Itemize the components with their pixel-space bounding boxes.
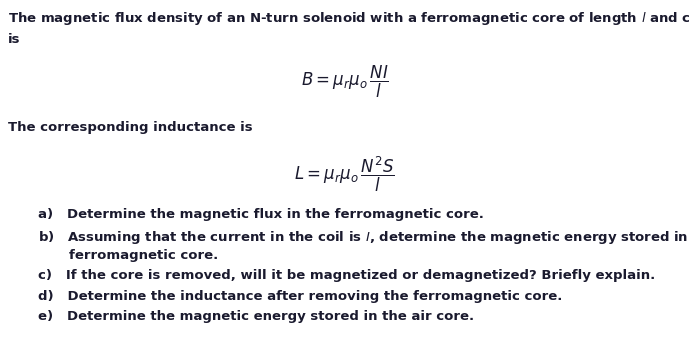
Text: is: is bbox=[8, 33, 21, 46]
Text: d)   Determine the inductance after removing the ferromagnetic core.: d) Determine the inductance after removi… bbox=[38, 290, 562, 303]
Text: The corresponding inductance is: The corresponding inductance is bbox=[8, 121, 253, 134]
Text: c)   If the core is removed, will it be magnetized or demagnetized? Briefly expl: c) If the core is removed, will it be ma… bbox=[38, 269, 655, 282]
Text: $L = \mu_r\mu_o\,\dfrac{N^2S}{l}$: $L = \mu_r\mu_o\,\dfrac{N^2S}{l}$ bbox=[294, 154, 395, 194]
Text: ferromagnetic core.: ferromagnetic core. bbox=[69, 249, 218, 262]
Text: $B = \mu_r\mu_o\,\dfrac{NI}{l}$: $B = \mu_r\mu_o\,\dfrac{NI}{l}$ bbox=[300, 64, 389, 100]
Text: The magnetic flux density of an N-turn solenoid with a ferromagnetic core of len: The magnetic flux density of an N-turn s… bbox=[8, 10, 689, 27]
Text: b)   Assuming that the current in the coil is $\it{I}$, determine the magnetic e: b) Assuming that the current in the coil… bbox=[38, 229, 689, 246]
Text: e)   Determine the magnetic energy stored in the air core.: e) Determine the magnetic energy stored … bbox=[38, 310, 474, 323]
Text: a)   Determine the magnetic flux in the ferromagnetic core.: a) Determine the magnetic flux in the fe… bbox=[38, 208, 484, 221]
